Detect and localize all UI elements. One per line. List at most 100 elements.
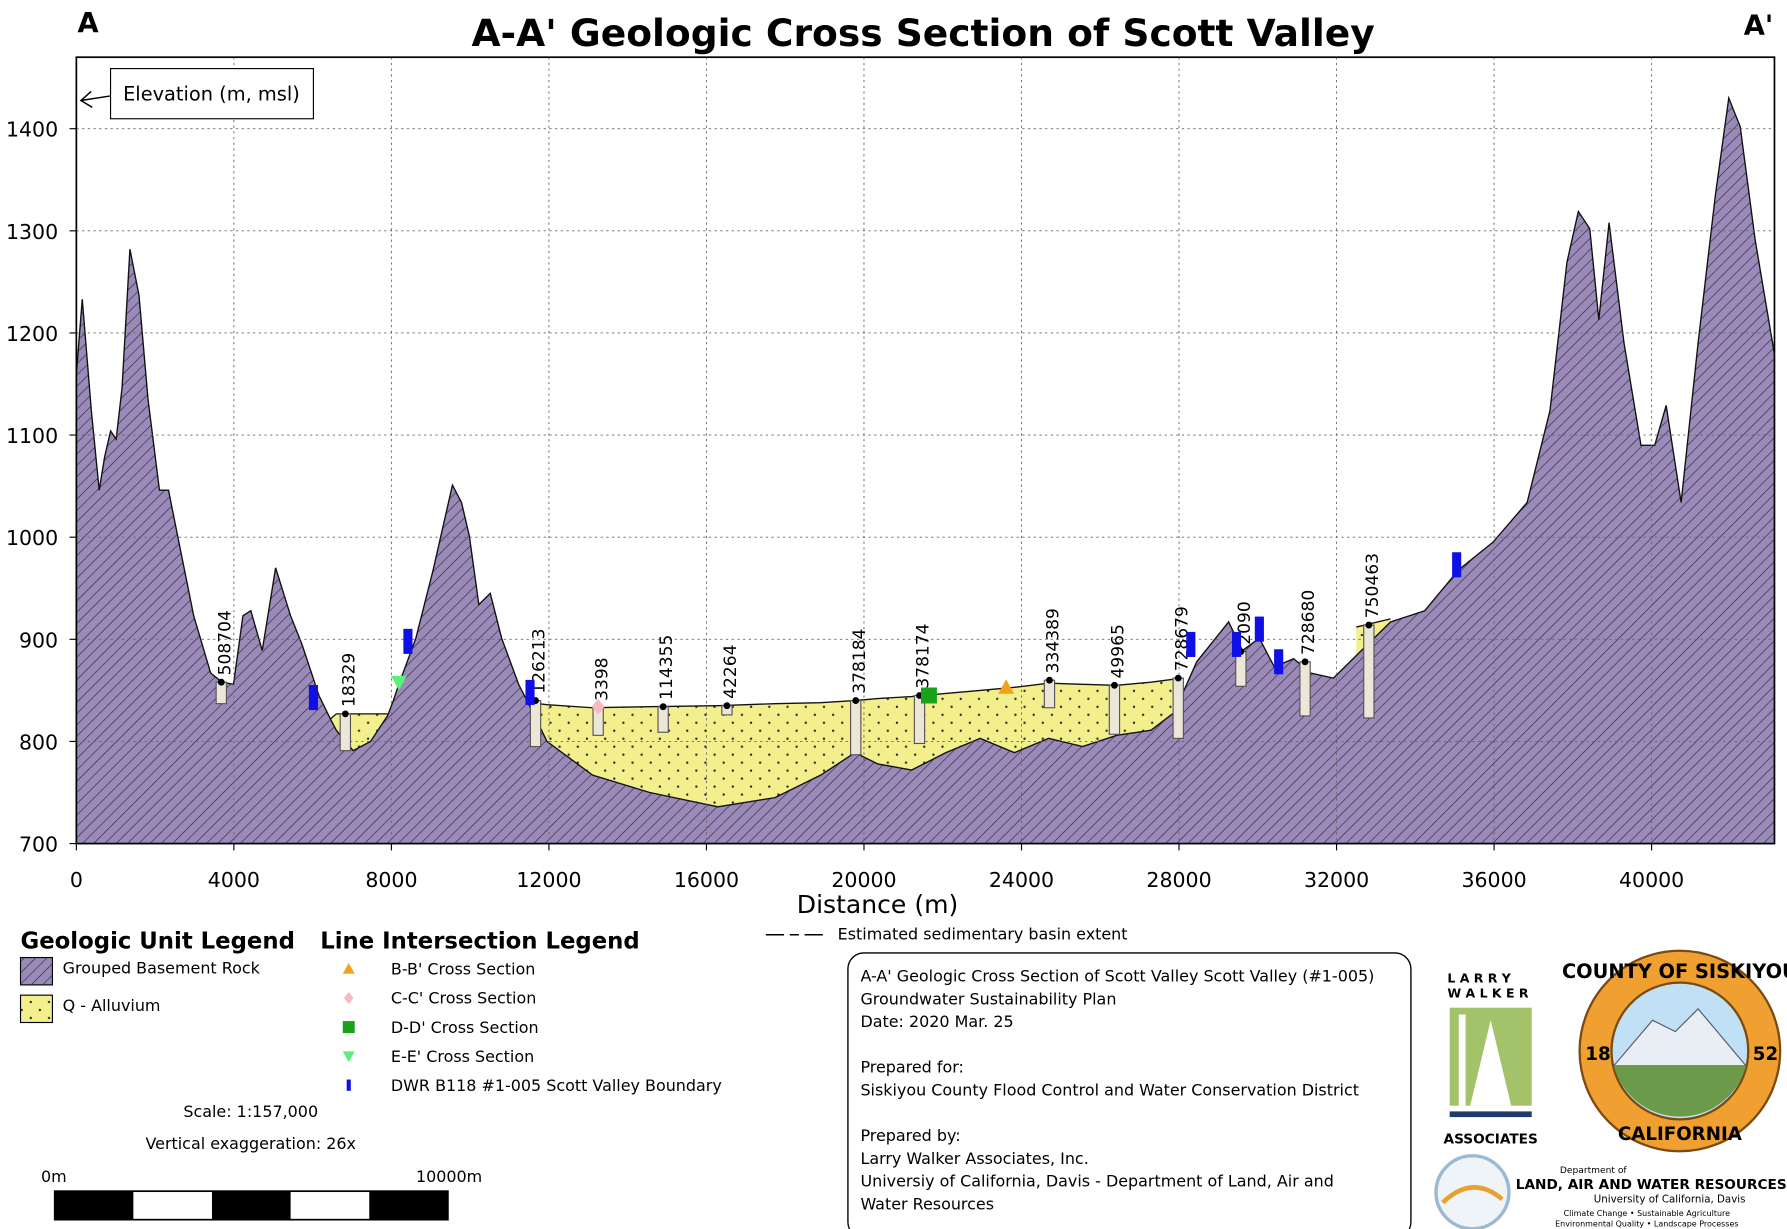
info-line: A-A' Geologic Cross Section of Scott Val…	[860, 966, 1374, 985]
legend-label: D-D' Cross Section	[391, 1018, 539, 1037]
legend-symbol	[344, 992, 354, 1004]
x-tick-label: 16000	[674, 868, 739, 892]
well-top	[218, 679, 225, 686]
logo-text: L A R R Y	[1447, 971, 1511, 986]
x-tick-label: 12000	[516, 868, 581, 892]
well-label: 508704	[215, 610, 235, 675]
legend-swatch-pattern	[21, 995, 53, 1022]
chart-title: A-A' Geologic Cross Section of Scott Val…	[471, 11, 1374, 55]
logo-text: Environmental Quality • Landscape Proces…	[1555, 1220, 1738, 1229]
well-top	[1111, 682, 1118, 689]
y-axis-label: Elevation (m, msl)	[123, 83, 300, 106]
intersection-marker	[998, 679, 1014, 693]
scale-bar-segment	[55, 1191, 134, 1219]
intersection-marker	[309, 685, 318, 710]
x-tick-label: 24000	[989, 868, 1054, 892]
well-label: 49965	[1109, 624, 1129, 678]
x-tick-label: 0	[70, 868, 83, 892]
logo-shape	[1450, 1111, 1532, 1117]
seal-text: CALIFORNIA	[1618, 1124, 1743, 1145]
section-start-label: A	[77, 8, 99, 39]
info-line: Siskiyou County Flood Control and Water …	[860, 1080, 1359, 1099]
well-label: 378174	[914, 623, 934, 688]
scale-text: Scale: 1:157,000	[183, 1102, 318, 1121]
well-top	[1365, 622, 1372, 629]
x-tick-label: 32000	[1304, 868, 1369, 892]
info-line: Groundwater Sustainability Plan	[860, 989, 1116, 1008]
y-tick-label: 900	[19, 628, 58, 652]
y-label-arrow	[81, 91, 111, 107]
scale-bar-label: 10000m	[416, 1167, 482, 1186]
legend-symbol	[343, 963, 355, 974]
logo-text: W A L K E R	[1447, 985, 1529, 1000]
well	[340, 714, 350, 751]
legend-label: Grouped Basement Rock	[63, 958, 261, 977]
legend-title: Geologic Unit Legend	[21, 928, 295, 954]
legend-title: Line Intersection Legend	[320, 928, 639, 954]
legend-label: C-C' Cross Section	[391, 989, 536, 1008]
y-tick-label: 1000	[6, 526, 58, 550]
info-line: Prepared for:	[860, 1058, 963, 1077]
info-line: Water Resources	[860, 1194, 994, 1213]
x-tick-label: 40000	[1619, 868, 1684, 892]
seal-text: 18	[1585, 1044, 1610, 1065]
y-tick-label: 800	[19, 730, 58, 754]
well-label: 334389	[1044, 608, 1064, 673]
intersection-marker	[1274, 649, 1283, 674]
intersection-marker	[403, 629, 412, 654]
well-label: 3398	[592, 657, 612, 700]
lwa-logo: L A R R Y W A L K E R ASSOCIATES	[1444, 971, 1538, 1148]
info-line: Prepared by:	[860, 1126, 960, 1145]
info-line: Universiy of California, Davis - Departm…	[860, 1172, 1333, 1191]
intersection-marker	[525, 680, 534, 705]
well	[1300, 662, 1310, 716]
well-top	[852, 697, 859, 704]
logo-text: Climate Change • Sustainable Agriculture	[1564, 1209, 1731, 1218]
seal-text: COUNTY OF SISKIYOU	[1562, 960, 1787, 983]
legend: B-B' Cross Section C-C' Cross Section D-D'…	[21, 958, 722, 1095]
well-top	[724, 702, 731, 709]
well	[1044, 680, 1054, 708]
logo-shape	[1436, 1156, 1509, 1229]
scale-bar	[55, 1191, 448, 1219]
y-tick-label: 1400	[6, 118, 58, 142]
well-label: 42264	[721, 645, 741, 699]
x-tick-label: 36000	[1461, 868, 1526, 892]
intersection-marker	[921, 688, 937, 704]
info-line: Date: 2020 Mar. 25	[860, 1012, 1013, 1031]
legend-symbol	[347, 1080, 351, 1091]
well-top	[342, 710, 349, 717]
section-end-label: A'	[1744, 10, 1774, 41]
y-tick-label: 1300	[6, 220, 58, 244]
cross-section-page: A A' A-A' Geologic Cross Section of Scot…	[0, 0, 1787, 1229]
intersection-marker	[1232, 632, 1241, 657]
well-label: 18329	[339, 653, 359, 707]
x-tick-label: 4000	[208, 868, 260, 892]
scale-bar-segment	[212, 1191, 291, 1219]
well	[658, 707, 668, 733]
y-tick-label: 700	[19, 833, 58, 857]
x-axis-label: Distance (m)	[797, 890, 959, 919]
y-tick-label: 1200	[6, 322, 58, 346]
intersection-marker	[1255, 617, 1264, 642]
well-label: 728680	[1299, 590, 1319, 655]
scale-bar-label: 0m	[41, 1167, 67, 1186]
info-line: Larry Walker Associates, Inc.	[860, 1149, 1088, 1168]
well	[1173, 678, 1183, 738]
x-tick-label: 20000	[831, 868, 896, 892]
logo-text: ASSOCIATES	[1444, 1131, 1538, 1147]
legend-symbol	[343, 1021, 355, 1033]
y-tick-label: 1100	[6, 424, 58, 448]
ucd-logo: Department of LAND, AIR AND WATER RESOUR…	[1436, 1156, 1787, 1229]
legend-label: Q - Alluvium	[63, 996, 161, 1015]
well	[851, 701, 861, 755]
basin-extent-label: Estimated sedimentary basin extent	[838, 924, 1128, 943]
legend-label: E-E' Cross Section	[391, 1047, 534, 1066]
well-label: 750463	[1363, 553, 1383, 618]
well	[1364, 625, 1374, 718]
well	[530, 701, 540, 747]
legend-label: B-B' Cross Section	[391, 960, 535, 979]
well-top	[1046, 677, 1053, 684]
well-label: 378184	[850, 629, 870, 694]
intersection-marker	[1452, 552, 1461, 577]
